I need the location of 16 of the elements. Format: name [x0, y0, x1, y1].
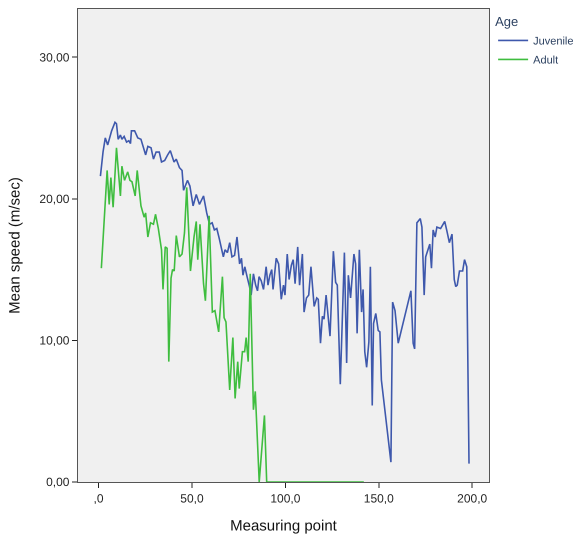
x-tick-label: 100,0 — [270, 492, 301, 506]
legend-label: Juvenile — [533, 36, 574, 48]
x-axis-title: Measuring point — [230, 518, 338, 535]
y-tick-label: 10,00 — [39, 334, 70, 348]
y-tick-label: 0,00 — [46, 475, 70, 490]
y-tick-label: 30,00 — [39, 50, 70, 64]
legend-label: Adult — [533, 54, 558, 67]
y-tick-label: 20,00 — [39, 192, 70, 206]
x-tick-label: 200,0 — [457, 492, 488, 506]
x-tick-label: ,0 — [94, 492, 104, 506]
line-series — [100, 146, 365, 482]
line-series — [100, 121, 470, 464]
x-tick-label: 150,0 — [364, 492, 394, 506]
legend-title: Age — [495, 14, 518, 29]
y-axis-title: Mean speed (m/sec) — [6, 177, 24, 314]
x-tick-label: 50,0 — [180, 492, 204, 506]
